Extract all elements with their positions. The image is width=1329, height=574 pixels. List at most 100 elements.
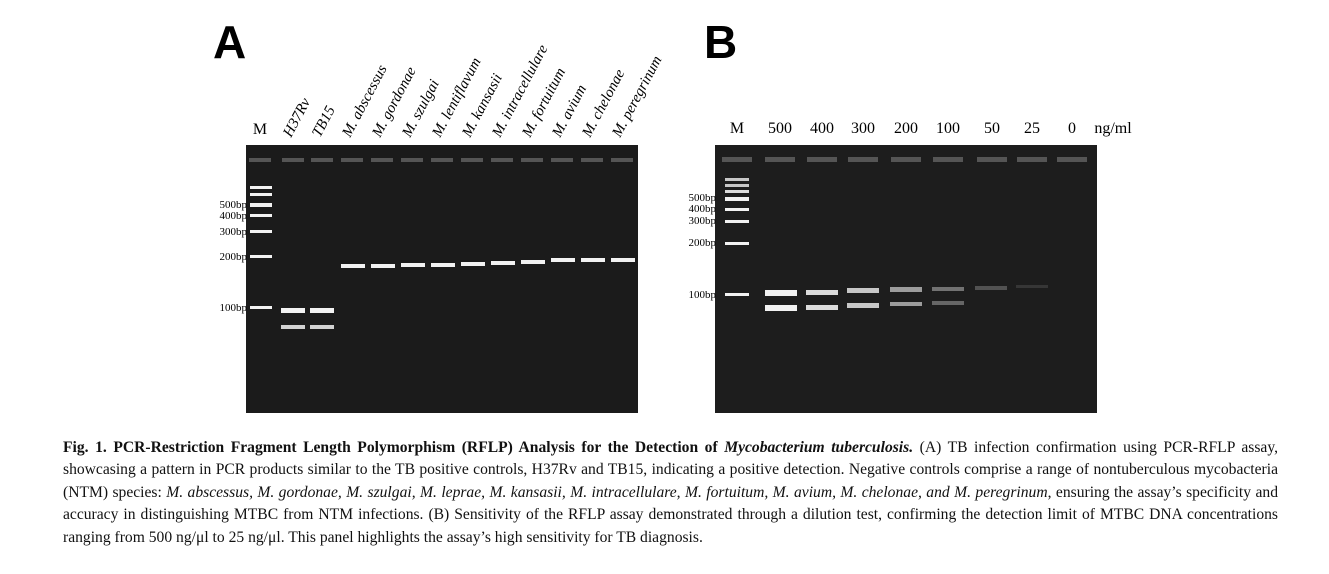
gel-well	[848, 157, 878, 162]
band	[250, 306, 272, 309]
caption-species: Mycobacterium tuberculosis.	[724, 439, 914, 456]
gel-well	[891, 157, 921, 162]
gel-well	[491, 158, 513, 162]
gel-well	[551, 158, 573, 162]
band	[725, 220, 749, 223]
lane-label: 50	[984, 120, 1000, 137]
gel-well	[1017, 157, 1047, 162]
caption-text: (A) TB infection confirmation using PCR-…	[63, 439, 1278, 501]
band	[250, 214, 272, 217]
marker-label: 200bp	[220, 251, 248, 263]
band	[932, 301, 964, 305]
band	[551, 258, 575, 262]
gel-well	[933, 157, 963, 162]
band	[725, 208, 749, 211]
band	[491, 261, 515, 265]
marker-label: 500bp	[689, 192, 717, 204]
band	[250, 193, 272, 196]
gel-well	[977, 157, 1007, 162]
gel-well	[461, 158, 483, 162]
marker-label: 100bp	[220, 302, 248, 314]
marker-label: 400bp	[220, 210, 248, 222]
band	[310, 325, 334, 329]
lane-label: M	[253, 121, 267, 138]
band	[725, 184, 749, 187]
panel-label: A	[213, 16, 246, 68]
band	[890, 302, 922, 306]
gel-well	[282, 158, 304, 162]
band	[310, 308, 334, 313]
gel-well	[311, 158, 333, 162]
gel-well	[722, 157, 752, 162]
band	[806, 290, 838, 295]
band	[521, 260, 545, 264]
band	[371, 264, 395, 268]
band	[581, 258, 605, 262]
gel-image	[246, 145, 638, 413]
caption-text: , ensuring the assay’s specificity and a…	[63, 483, 1278, 546]
marker-label: 400bp	[689, 203, 717, 215]
lane-label: 500	[768, 120, 792, 137]
band	[975, 286, 1007, 290]
band	[250, 255, 272, 258]
band	[725, 197, 749, 201]
band	[250, 203, 272, 207]
band	[890, 287, 922, 292]
band	[461, 262, 485, 266]
caption-species-list: M. abscessus, M. gordonae, M. szulgai, M…	[166, 483, 1048, 501]
figure-caption: Fig. 1. PCR-Restriction Fragment Length …	[63, 437, 1278, 549]
band	[611, 258, 635, 262]
band	[281, 308, 305, 313]
band	[250, 186, 272, 189]
marker-label: 300bp	[220, 226, 248, 238]
sample-bands	[765, 285, 1048, 311]
marker-label: 300bp	[689, 215, 717, 227]
gel-image	[715, 145, 1097, 413]
band	[725, 242, 749, 245]
band	[847, 288, 879, 293]
gel-well	[1057, 157, 1087, 162]
lane-label: M	[730, 120, 744, 137]
panel-label: B	[704, 16, 737, 68]
lane-label: TB15	[309, 103, 339, 140]
lane-label: 25	[1024, 120, 1040, 137]
gel-well	[371, 158, 393, 162]
band	[431, 263, 455, 267]
band	[401, 263, 425, 267]
band	[281, 325, 305, 329]
gel-well	[341, 158, 363, 162]
gel-well	[581, 158, 603, 162]
lane-label: H37Rv	[280, 95, 314, 140]
marker-label: 500bp	[220, 199, 248, 211]
gel-well	[249, 158, 271, 162]
lane-label: 0	[1068, 120, 1076, 137]
band	[1016, 285, 1048, 288]
gel-well	[431, 158, 453, 162]
sample-bands	[281, 258, 635, 329]
gel-well	[807, 157, 837, 162]
band	[725, 293, 749, 296]
gel-well	[401, 158, 423, 162]
band	[765, 305, 797, 311]
lane-label: 300	[851, 120, 875, 137]
lane-label: 400	[810, 120, 834, 137]
band	[806, 305, 838, 310]
gel-well	[611, 158, 633, 162]
band	[765, 290, 797, 296]
lane-label: ng/ml	[1094, 120, 1132, 137]
gel-well	[521, 158, 543, 162]
marker-label: 200bp	[689, 237, 717, 249]
lane-label: M. peregrinum	[609, 53, 666, 141]
band	[847, 303, 879, 308]
caption-title: Fig. 1. PCR-Restriction Fragment Length …	[63, 439, 725, 456]
lane-label: 200	[894, 120, 918, 137]
band	[725, 190, 749, 193]
ladder	[725, 178, 749, 296]
lane-label: 100	[936, 120, 960, 137]
marker-label: 100bp	[689, 289, 717, 301]
band	[932, 287, 964, 291]
band	[725, 178, 749, 181]
gel-well	[765, 157, 795, 162]
